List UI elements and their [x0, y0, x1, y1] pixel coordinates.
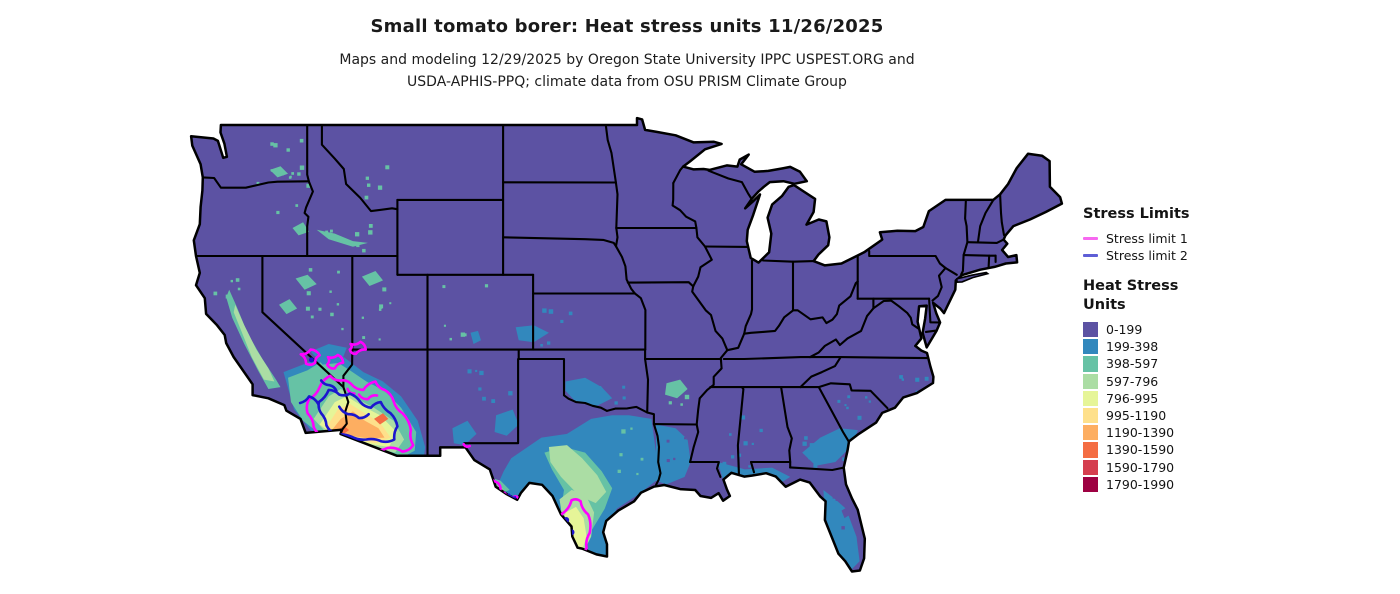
stress-limits-legend-title: Stress Limits [1083, 206, 1190, 222]
map-legend: Stress Limits Stress limit 1 Stress limi… [1083, 206, 1190, 493]
heat-stress-title-line-1: Heat Stress [1083, 278, 1179, 294]
legend-class-row: 199-398 [1083, 338, 1190, 355]
class-swatch [1083, 459, 1098, 475]
heat-stress-title-line-2: Units [1083, 296, 1126, 313]
stress-limit-2-line-sample [1083, 254, 1098, 257]
long-island [955, 271, 990, 284]
legend-class-row: 597-796 [1083, 373, 1190, 390]
class-label: 1790-1990 [1106, 476, 1175, 492]
class-label: 0-199 [1106, 322, 1143, 338]
figure-header: Small tomato borer: Heat stress units 11… [0, 16, 1254, 93]
heat-stress-legend-title: Heat Stress Units [1083, 277, 1190, 314]
stress-limit-1-label: Stress limit 1 [1106, 231, 1188, 246]
stress-limit-1-line-sample [1083, 237, 1098, 240]
us-outline [189, 116, 1064, 573]
legend-class-row: 1790-1990 [1083, 476, 1190, 493]
legend-item-stress-limit-2: Stress limit 2 [1083, 247, 1190, 264]
class-swatch [1083, 442, 1098, 458]
heat-stress-raster [191, 118, 1062, 572]
subtitle-line-1: Maps and modeling 12/29/2025 by Oregon S… [339, 52, 915, 68]
class-swatch [1083, 356, 1098, 372]
state-borders [194, 123, 1006, 487]
class-swatch [1083, 476, 1098, 492]
legend-item-stress-limit-1: Stress limit 1 [1083, 230, 1190, 247]
class-label: 1190-1390 [1106, 425, 1175, 441]
legend-class-row: 995-1190 [1083, 407, 1190, 424]
class-label: 597-796 [1106, 373, 1159, 389]
class-label: 1590-1790 [1106, 459, 1175, 475]
class-swatch [1083, 322, 1098, 338]
class-swatch [1083, 373, 1098, 389]
legend-class-row: 0-199 [1083, 321, 1190, 338]
class-label: 398-597 [1106, 356, 1159, 372]
stress-limit-2-label: Stress limit 2 [1106, 248, 1188, 263]
figure-subtitle: Maps and modeling 12/29/2025 by Oregon S… [0, 49, 1254, 93]
legend-class-row: 1390-1590 [1083, 441, 1190, 458]
class-label: 995-1190 [1106, 408, 1167, 424]
legend-class-row: 796-995 [1083, 390, 1190, 407]
class-label: 199-398 [1106, 339, 1159, 355]
class-swatch [1083, 407, 1098, 424]
page-title: Small tomato borer: Heat stress units 11… [370, 16, 884, 37]
class-swatch [1083, 425, 1098, 441]
class-label: 1390-1590 [1106, 442, 1175, 458]
class-swatch [1083, 339, 1098, 355]
legend-class-row: 1590-1790 [1083, 459, 1190, 476]
legend-class-row: 398-597 [1083, 355, 1190, 372]
legend-class-row: 1190-1390 [1083, 424, 1190, 441]
subtitle-line-2: USDA-APHIS-PPQ; climate data from OSU PR… [407, 74, 847, 90]
class-swatch [1083, 390, 1098, 406]
heat-stress-classes: 0-199 199-398 398-597 597-796 796-995 99… [1083, 321, 1190, 493]
class-label: 796-995 [1106, 390, 1159, 406]
